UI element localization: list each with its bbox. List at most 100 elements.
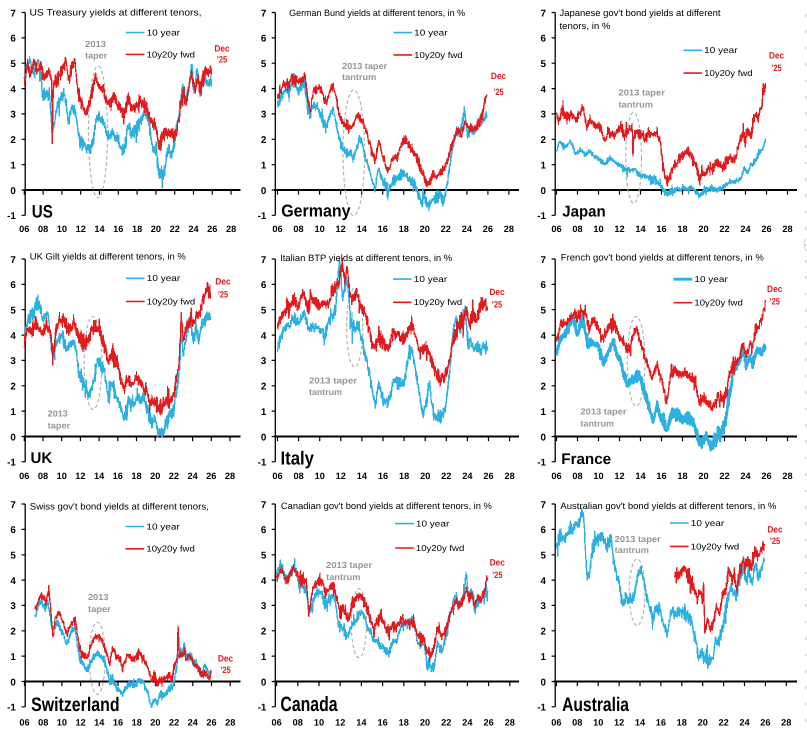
svg-text:28: 28 <box>504 224 514 234</box>
svg-text:Canadian gov't bond yields at: Canadian gov't bond yields at different … <box>281 501 492 511</box>
svg-text:7: 7 <box>541 255 547 266</box>
svg-text:Australian gov't bond yields a: Australian gov't bond yields at differen… <box>560 501 776 511</box>
svg-text:7: 7 <box>10 500 16 511</box>
svg-text:3: 3 <box>541 356 547 367</box>
svg-text:US: US <box>32 201 53 221</box>
svg-text:08: 08 <box>293 471 303 481</box>
svg-text:10 year: 10 year <box>416 519 450 529</box>
svg-text:7: 7 <box>541 8 547 19</box>
svg-text:2013 taper: 2013 taper <box>619 88 666 98</box>
svg-text:08: 08 <box>572 224 582 234</box>
svg-text:06: 06 <box>19 471 29 481</box>
svg-text:08: 08 <box>572 718 582 728</box>
svg-text:taper: taper <box>85 50 108 60</box>
svg-text:14: 14 <box>635 718 646 728</box>
svg-text:10 year: 10 year <box>146 521 180 531</box>
svg-text:5: 5 <box>541 551 547 562</box>
svg-text:18: 18 <box>677 718 687 728</box>
svg-text:26: 26 <box>760 718 770 728</box>
svg-text:5: 5 <box>261 551 267 562</box>
svg-text:10: 10 <box>314 224 324 234</box>
svg-text:7: 7 <box>261 500 267 511</box>
svg-text:5: 5 <box>261 59 267 70</box>
svg-text:18: 18 <box>399 718 409 728</box>
svg-text:5: 5 <box>541 306 547 317</box>
svg-text:20: 20 <box>151 224 161 234</box>
svg-text:16: 16 <box>656 224 666 234</box>
svg-text:tantrum: tantrum <box>342 72 376 82</box>
svg-text:’25: ’25 <box>492 300 502 310</box>
svg-text:26: 26 <box>206 718 216 728</box>
svg-text:24: 24 <box>462 718 473 728</box>
svg-text:12: 12 <box>614 471 624 481</box>
svg-text:tenors, in %: tenors, in % <box>560 21 611 31</box>
svg-text:16: 16 <box>377 718 387 728</box>
svg-text:24: 24 <box>462 471 473 481</box>
svg-text:20: 20 <box>698 224 708 234</box>
svg-text:2: 2 <box>10 382 16 393</box>
svg-text:taper: taper <box>48 421 71 431</box>
svg-text:12: 12 <box>335 718 345 728</box>
svg-text:1: 1 <box>10 652 16 663</box>
svg-text:7: 7 <box>541 500 547 511</box>
svg-text:26: 26 <box>483 718 493 728</box>
svg-text:tantrum: tantrum <box>619 99 654 109</box>
svg-text:1: 1 <box>10 407 16 418</box>
svg-text:22: 22 <box>169 718 179 728</box>
svg-text:0: 0 <box>10 432 16 443</box>
svg-text:14: 14 <box>94 718 105 728</box>
svg-text:4: 4 <box>541 331 547 342</box>
svg-text:08: 08 <box>38 471 48 481</box>
svg-text:2: 2 <box>10 135 16 146</box>
svg-text:10 year: 10 year <box>704 45 738 55</box>
svg-text:-1: -1 <box>7 458 16 469</box>
svg-text:4: 4 <box>261 331 267 342</box>
svg-text:2: 2 <box>261 627 267 638</box>
svg-text:16: 16 <box>113 471 123 481</box>
svg-text:12: 12 <box>614 718 624 728</box>
svg-text:3: 3 <box>261 356 267 367</box>
svg-text:-1: -1 <box>7 211 16 222</box>
svg-text:6: 6 <box>261 34 267 45</box>
svg-text:18: 18 <box>132 224 142 234</box>
svg-text:2: 2 <box>541 135 547 146</box>
svg-text:10: 10 <box>315 471 325 481</box>
svg-text:Dec: Dec <box>767 284 782 294</box>
svg-text:-1: -1 <box>7 703 16 714</box>
svg-text:5: 5 <box>541 59 547 70</box>
svg-text:2: 2 <box>261 135 267 146</box>
svg-text:0: 0 <box>541 432 547 443</box>
svg-text:20: 20 <box>420 718 430 728</box>
svg-text:tantrum: tantrum <box>309 387 342 397</box>
svg-text:’25: ’25 <box>492 570 502 580</box>
svg-text:7: 7 <box>10 8 16 19</box>
svg-text:UK Gilt yields at different te: UK Gilt yields at different tenors, in % <box>30 251 186 261</box>
svg-text:24: 24 <box>740 471 751 481</box>
svg-text:06: 06 <box>551 718 561 728</box>
svg-text:1: 1 <box>541 652 547 663</box>
svg-text:0: 0 <box>261 432 267 443</box>
svg-text:2: 2 <box>10 627 16 638</box>
svg-text:2: 2 <box>541 382 547 393</box>
svg-text:10y20y fwd: 10y20y fwd <box>416 543 465 553</box>
svg-text:’25: ’25 <box>771 63 781 73</box>
svg-text:7: 7 <box>261 255 267 266</box>
svg-text:10y20y fwd: 10y20y fwd <box>414 297 463 307</box>
svg-text:Italy: Italy <box>281 448 315 469</box>
svg-text:’25: ’25 <box>220 665 230 675</box>
svg-text:6: 6 <box>10 34 16 45</box>
svg-text:10 year: 10 year <box>147 273 181 283</box>
svg-text:10: 10 <box>593 224 603 234</box>
svg-text:3: 3 <box>541 110 547 121</box>
svg-text:2013 taper: 2013 taper <box>615 534 662 544</box>
svg-text:28: 28 <box>782 224 792 234</box>
svg-text:22: 22 <box>718 718 728 728</box>
svg-text:2013 taper: 2013 taper <box>342 61 388 71</box>
svg-text:3: 3 <box>10 601 16 612</box>
svg-text:Dec: Dec <box>218 654 233 664</box>
svg-text:10y20y fwd: 10y20y fwd <box>414 50 463 60</box>
svg-text:06: 06 <box>19 224 29 234</box>
svg-text:28: 28 <box>225 471 235 481</box>
svg-text:French gov't bond yields at di: French gov't bond yields at different te… <box>561 252 764 262</box>
svg-text:20: 20 <box>420 224 430 234</box>
